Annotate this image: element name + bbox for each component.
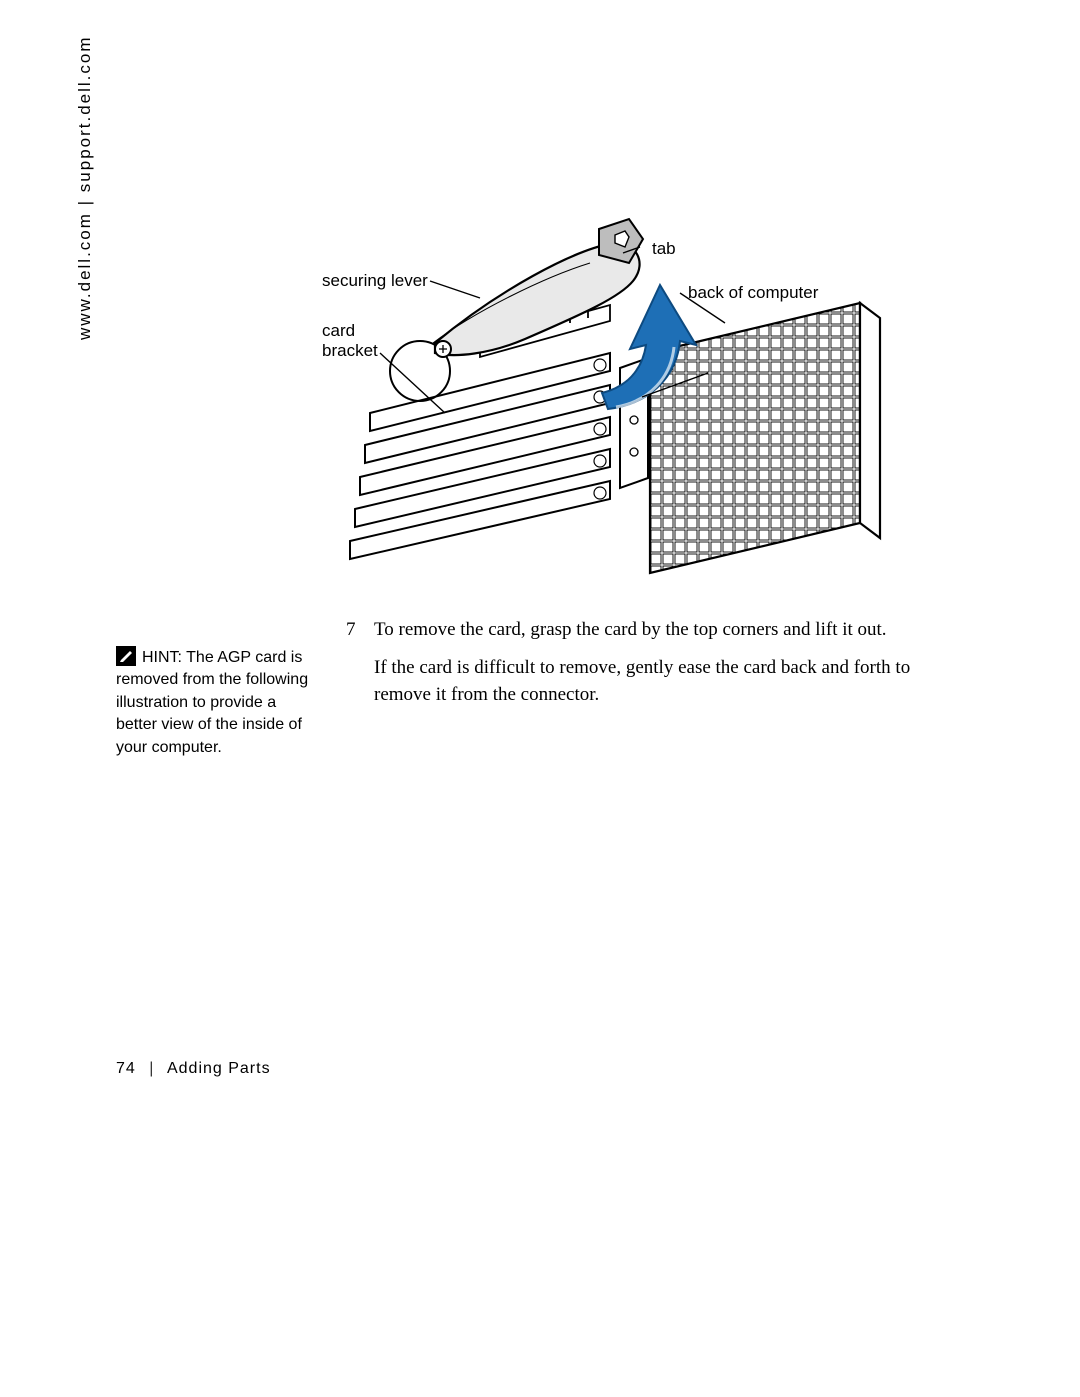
hint-label: HINT: <box>142 649 182 666</box>
step-text: 7 To remove the card, grasp the card by … <box>346 616 956 719</box>
page: www.dell.com | support.dell.com securing… <box>0 0 1080 1397</box>
diagram <box>320 213 960 593</box>
page-footer: 74 | Adding Parts <box>116 1060 271 1078</box>
footer-sep: | <box>149 1060 154 1077</box>
footer-section: Adding Parts <box>167 1060 271 1077</box>
side-url: www.dell.com | support.dell.com <box>75 35 95 340</box>
step-p2: If the card is difficult to remove, gent… <box>374 654 956 709</box>
hint-icon <box>116 646 136 666</box>
footer-page: 74 <box>116 1060 136 1077</box>
vent-panel <box>650 303 880 573</box>
step-number: 7 <box>346 616 360 719</box>
hint-block: HINT: The AGP card is removed from the f… <box>116 646 316 759</box>
step-p1: To remove the card, grasp the card by th… <box>374 616 956 644</box>
